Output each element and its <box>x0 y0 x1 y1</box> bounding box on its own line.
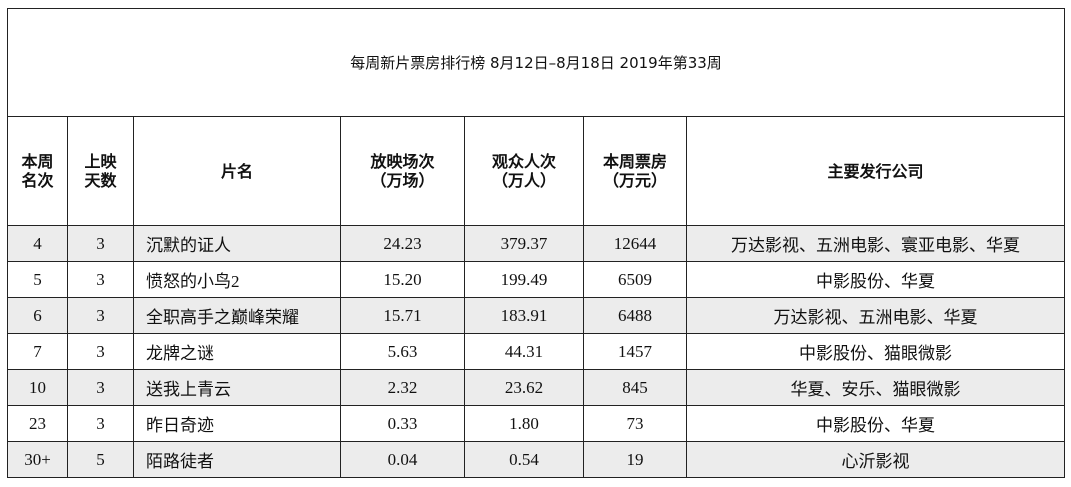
table-cell: 全职高手之巅峰荣耀 <box>133 297 341 334</box>
table-cell: 陌路徒者 <box>133 441 341 478</box>
table-cell: 万达影视、五洲电影、华夏 <box>685 297 1066 334</box>
table-cell: 中影股份、猫眼微影 <box>685 333 1066 370</box>
table-cell: 3 <box>67 225 134 262</box>
table-row: 23 3 昨日奇迹 0.33 1.80 73 中影股份、华夏 <box>7 405 1066 442</box>
table-cell: 华夏、安乐、猫眼微影 <box>685 369 1066 406</box>
table-cell: 中影股份、华夏 <box>685 261 1066 298</box>
table-cell: 15.71 <box>340 297 465 334</box>
table-cell: 送我上青云 <box>133 369 341 406</box>
table-cell: 5.63 <box>340 333 465 370</box>
table-cell: 183.91 <box>464 297 584 334</box>
table-cell: 昨日奇迹 <box>133 405 341 442</box>
table-cell: 2.32 <box>340 369 465 406</box>
table-cell: 199.49 <box>464 261 584 298</box>
table-cell: 沉默的证人 <box>133 225 341 262</box>
table-cell: 845 <box>583 369 687 406</box>
table-cell: 19 <box>583 441 687 478</box>
table-cell: 龙牌之谜 <box>133 333 341 370</box>
table-cell: 6509 <box>583 261 687 298</box>
column-header: 片名 <box>133 116 341 226</box>
table-cell: 0.04 <box>340 441 465 478</box>
table-cell: 3 <box>67 333 134 370</box>
table-title: 每周新片票房排行榜 8月12日–8月18日 2019年第33周 <box>6 8 1066 117</box>
table-cell: 7 <box>7 333 68 370</box>
column-header: 本周票房 （万元） <box>583 116 687 226</box>
table-cell: 23.62 <box>464 369 584 406</box>
column-header: 本周 名次 <box>7 116 68 226</box>
table-cell: 4 <box>7 225 68 262</box>
table-cell: 3 <box>67 369 134 406</box>
table-cell: 6488 <box>583 297 687 334</box>
table-cell: 1.80 <box>464 405 584 442</box>
table-cell: 6 <box>7 297 68 334</box>
column-header: 上映 天数 <box>67 116 134 226</box>
table-cell: 心沂影视 <box>685 441 1066 478</box>
table-row: 6 3 全职高手之巅峰荣耀 15.71 183.91 6488 万达影视、五洲电影、华夏 <box>7 297 1066 334</box>
box-office-table: 每周新片票房排行榜 8月12日–8月18日 2019年第33周 本周 名次 上映 … <box>6 8 1066 478</box>
table-cell: 44.31 <box>464 333 584 370</box>
table-cell: 3 <box>67 261 134 298</box>
table-cell: 0.33 <box>340 405 465 442</box>
table-cell: 1457 <box>583 333 687 370</box>
table-cell: 3 <box>67 405 134 442</box>
table-cell: 10 <box>7 369 68 406</box>
column-header: 主要发行公司 <box>685 116 1066 226</box>
table-cell: 30+ <box>7 441 68 478</box>
table-cell: 万达影视、五洲电影、寰亚电影、华夏 <box>685 225 1066 262</box>
table-row: 10 3 送我上青云 2.32 23.62 845 华夏、安乐、猫眼微影 <box>7 369 1066 406</box>
table-row: 30+ 5 陌路徒者 0.04 0.54 19 心沂影视 <box>7 441 1066 478</box>
table-cell: 379.37 <box>464 225 584 262</box>
table-cell: 23 <box>7 405 68 442</box>
table-cell: 12644 <box>583 225 687 262</box>
table-cell: 愤怒的小鸟2 <box>133 261 341 298</box>
table-cell: 5 <box>67 441 134 478</box>
table-cell: 15.20 <box>340 261 465 298</box>
table-cell: 0.54 <box>464 441 584 478</box>
table-row: 4 3 沉默的证人 24.23 379.37 12644 万达影视、五洲电影、寰亚电影、华夏 <box>7 225 1066 262</box>
table-cell: 24.23 <box>340 225 465 262</box>
table-row: 5 3 愤怒的小鸟2 15.20 199.49 6509 中影股份、华夏 <box>7 261 1066 298</box>
table-row: 7 3 龙牌之谜 5.63 44.31 1457 中影股份、猫眼微影 <box>7 333 1066 370</box>
table-cell: 73 <box>583 405 687 442</box>
table-cell: 中影股份、华夏 <box>685 405 1066 442</box>
column-header: 观众人次 （万人） <box>464 116 584 226</box>
table-cell: 5 <box>7 261 68 298</box>
column-header: 放映场次 （万场） <box>340 116 465 226</box>
table-cell: 3 <box>67 297 134 334</box>
